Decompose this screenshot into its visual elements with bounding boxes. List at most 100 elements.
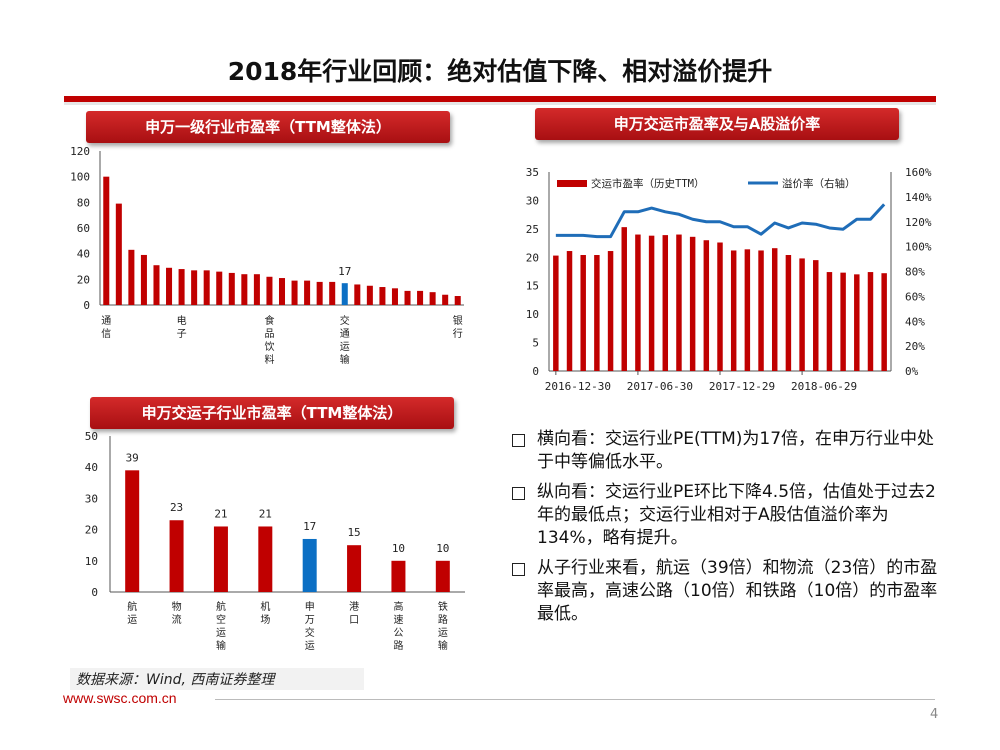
- chart2-header: 申万交运市盈率及与A股溢价率: [535, 108, 899, 140]
- chart2-y-tick-label: 0: [532, 365, 539, 378]
- chart2-pe-bar: [840, 272, 846, 371]
- chart2-pe-bar: [717, 242, 723, 371]
- chart1-y-tick-label: 20: [77, 273, 90, 286]
- chart1-y-tick-label: 0: [83, 299, 90, 312]
- chart1-bar: [140, 254, 147, 305]
- chart2-legend-bar-swatch: [557, 180, 587, 187]
- chart2-y2-tick-label: 40%: [905, 315, 925, 328]
- chart1-bar: [442, 294, 449, 305]
- chart3-data-label: 17: [303, 520, 316, 533]
- chart1-bar: [115, 203, 122, 305]
- chart3-data-label: 23: [170, 501, 183, 514]
- slide-title: 2018年行业回顾：绝对估值下降、相对溢价提升: [227, 57, 773, 86]
- chart1-bar: [379, 287, 386, 305]
- chart3-bar: [435, 560, 450, 592]
- chart3-category-label: 航空运输: [216, 600, 226, 652]
- chart2-pe-bar: [881, 273, 887, 371]
- bullet-list: 横向看：交运行业PE(TTM)为17倍，在申万行业中处于中等偏低水平。 纵向看：…: [510, 428, 950, 633]
- chart1-y-tick-label: 80: [77, 196, 90, 209]
- chart3-y-tick-label: 20: [85, 524, 98, 537]
- chart3-category-label: 高速公路: [393, 600, 403, 652]
- chart1-header: 申万一级行业市盈率（TTM整体法）: [86, 111, 450, 143]
- chart2-x-tick-label: 2017-06-30: [627, 380, 693, 393]
- chart1-bar: [278, 278, 286, 305]
- chart3-bar: [169, 520, 184, 592]
- chart1-category-label: 通信: [101, 315, 111, 340]
- title-underline: [64, 96, 936, 102]
- chart2-y2-tick-label: 120%: [905, 216, 932, 229]
- checkbox-bullet-icon: [512, 434, 525, 447]
- chart3-data-label: 15: [347, 526, 360, 539]
- bullet-text: 从子行业来看，航运（39倍）和物流（23倍）的市盈率最高，高速公路（10倍）和铁…: [537, 558, 938, 624]
- chart1-bar: [354, 284, 361, 305]
- chart3-bar: [258, 526, 273, 592]
- chart1-y-tick-label: 60: [77, 222, 90, 235]
- chart2-y2-tick-label: 80%: [905, 266, 925, 279]
- chart3-bar: [391, 560, 406, 592]
- chart3-y-tick-label: 30: [85, 492, 98, 505]
- chart1-bar: [241, 274, 248, 305]
- chart2-pe-bar: [703, 240, 710, 371]
- chart3-bar: [302, 538, 317, 592]
- chart2-pe-bar: [662, 235, 669, 371]
- chart3-data-label: 39: [126, 451, 139, 464]
- chart1-bar: [304, 280, 311, 305]
- chart2-y2-tick-label: 140%: [905, 191, 932, 204]
- chart2-pe-bar: [771, 248, 778, 371]
- chart3-header: 申万交运子行业市盈率（TTM整体法）: [90, 397, 454, 429]
- chart1-y-tick-label: 40: [77, 248, 90, 261]
- chart1-bar: [266, 276, 273, 305]
- chart2-pe-bar: [758, 250, 764, 371]
- chart1-bar: [203, 270, 210, 305]
- chart1-bar: [316, 281, 323, 305]
- chart2-pe-bar: [867, 272, 874, 371]
- chart1-bar: [429, 292, 436, 305]
- chart3-data-label: 10: [392, 542, 405, 555]
- chart2-y-tick-label: 30: [526, 194, 539, 207]
- chart3-bar: [213, 526, 228, 592]
- chart2-pe-bar: [621, 227, 627, 371]
- chart1-y-tick-label: 120: [70, 145, 90, 158]
- chart2-y2-tick-label: 20%: [905, 340, 925, 353]
- chart1-bar: [404, 290, 411, 305]
- chart2-y-tick-label: 15: [526, 280, 539, 293]
- page-number: 4: [930, 707, 939, 722]
- chart2-pe-bar: [813, 260, 819, 371]
- chart2-y-tick-label: 5: [532, 337, 539, 350]
- bullet-item: 横向看：交运行业PE(TTM)为17倍，在申万行业中处于中等偏低水平。: [510, 428, 950, 474]
- chart2-y2-tick-label: 160%: [905, 166, 932, 179]
- chart1-bar: [417, 290, 424, 305]
- title-underline-shadow: [64, 102, 936, 105]
- chart2-y-tick-label: 25: [526, 223, 539, 236]
- chart1-bar: [228, 272, 235, 305]
- chart2-y2-tick-label: 0%: [905, 365, 919, 378]
- checkbox-bullet-icon: [512, 487, 525, 500]
- chart2-x-tick-label: 2017-12-29: [709, 380, 775, 393]
- chart2-pe-bar: [785, 255, 792, 371]
- chart3-data-label: 21: [259, 507, 272, 520]
- data-source-note: 数据来源：Wind, 西南证券整理: [70, 668, 364, 690]
- chart2-y2-tick-label: 60%: [905, 290, 925, 303]
- bullet-item: 从子行业来看，航运（39倍）和物流（23倍）的市盈率最高，高速公路（10倍）和铁…: [510, 557, 950, 626]
- chart1-bar: [391, 288, 398, 305]
- chart1-bar: [178, 269, 185, 305]
- chart1-category-label: 电子: [177, 314, 187, 340]
- chart2-pe-bar: [689, 236, 696, 371]
- chart3-data-label: 10: [436, 542, 449, 555]
- chart2-pe-bar: [799, 258, 805, 371]
- chart2-pe-bar: [607, 251, 614, 371]
- footer-divider: [215, 699, 935, 700]
- chart1-category-label: 交通运输: [340, 314, 350, 366]
- chart3-y-tick-label: 10: [85, 555, 98, 568]
- chart1-bar: [128, 249, 135, 305]
- chart2-pe-bar: [553, 255, 559, 371]
- chart2-pe-bar: [635, 234, 641, 371]
- chart1-bar: [191, 270, 198, 305]
- footer-url[interactable]: www.swsc.com.cn: [63, 690, 177, 706]
- chart2-y-tick-label: 10: [526, 308, 539, 321]
- chart2-y-tick-label: 20: [526, 251, 539, 264]
- chart2-pe-bar: [826, 272, 833, 371]
- chart3-bar: [347, 545, 362, 592]
